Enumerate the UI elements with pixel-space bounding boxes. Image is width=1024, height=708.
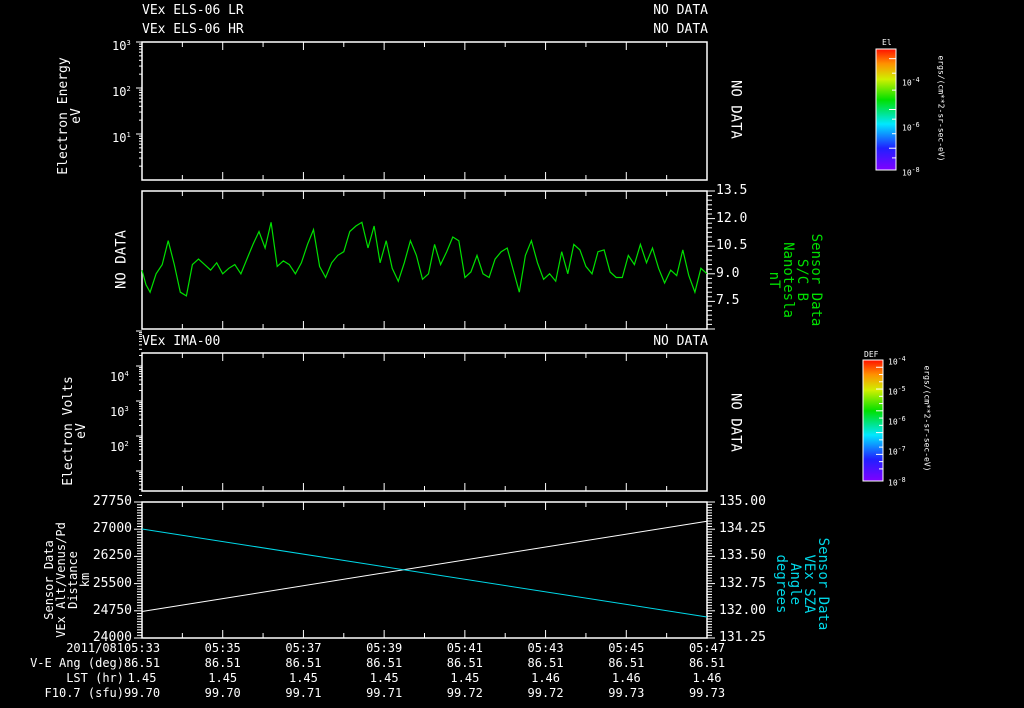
xaxis-row-value: 99.73 [688, 686, 726, 700]
cb2-tick-2: 10-6 [888, 415, 906, 427]
xaxis-row-value: 99.73 [608, 686, 645, 700]
panel1-ytick-10: 101 [112, 131, 131, 145]
panel1-frame [141, 41, 708, 181]
colorbar-el-units: ergs/(cm**2-sr-sec-eV) [936, 55, 946, 162]
xaxis-time-label: 05:37 [285, 641, 322, 655]
xaxis-row-value: 99.72 [446, 686, 483, 700]
panel3-right-status: NO DATA [727, 392, 744, 452]
panel1-yticks [136, 41, 142, 167]
panel4-ytick-right: 135.00 [719, 494, 766, 509]
xaxis-row-value: 1.45 [288, 671, 318, 685]
altitude-line [141, 520, 708, 613]
panel3-ylabel: Electron Volts eV [61, 376, 89, 486]
panel3-title: VEx IMA-00 [142, 334, 221, 349]
panel2-ytick-label: 7.5 [716, 293, 740, 309]
xaxis-row-value: 86.51 [366, 656, 403, 670]
panel4-ytick-right: 134.25 [719, 521, 766, 537]
xaxis-time-label: 05:43 [527, 641, 564, 655]
xaxis-time-label: 05:33 [123, 641, 161, 655]
cb2-tick-1: 10-5 [888, 385, 906, 397]
xaxis-time-label: 05:39 [366, 641, 403, 655]
xaxis-row-value: 86.51 [204, 656, 241, 670]
xaxis-row-value: 86.51 [688, 656, 726, 670]
panel1-status-hr: NO DATA [653, 22, 708, 37]
panel1-right-status: NO DATA [727, 79, 744, 139]
xaxis-row-value: 99.70 [123, 686, 161, 700]
panel3-ytick-10000: 104 [110, 370, 129, 384]
panel3-status: NO DATA [653, 334, 708, 349]
panel2-ylabel-right: Sensor Data S/C B Nanotesla nT [766, 233, 824, 327]
cb1-tick-0: 10-4 [902, 76, 920, 88]
row-label-lst: LST (hr) [66, 671, 124, 685]
xaxis-row-value: 99.72 [527, 686, 564, 700]
xaxis-row-value: 1.45 [369, 671, 399, 685]
xaxis-row-value: 1.46 [611, 671, 641, 685]
xaxis-row-value: 86.51 [285, 656, 322, 670]
xaxis-time-label: 05:45 [608, 641, 645, 655]
sza-line [141, 528, 708, 618]
xaxis-row-value: 1.45 [208, 671, 238, 685]
magnetic-field-line [141, 221, 708, 297]
panel3-frame [141, 352, 708, 492]
panel4-ytick-left: 27000 [92, 521, 132, 537]
cb1-tick-1: 10-6 [902, 121, 920, 133]
panel4-ytick-left: 25500 [92, 575, 132, 591]
panel1-title-lr: VEx ELS-06 LR [142, 3, 244, 18]
colorbar-def-units: ergs/(cm**2-sr-sec-eV) [922, 365, 932, 472]
xaxis-time-label: 05:41 [446, 641, 483, 655]
panel4-ytick-left: 26250 [92, 548, 132, 564]
xaxis-row-value: 99.71 [285, 686, 322, 700]
row-label-ve-ang: V-E Ang (deg) [30, 656, 124, 670]
xaxis-row-value: 1.45 [127, 671, 157, 685]
date-label: 2011/081 [66, 641, 124, 655]
panel1-ytick-1000: 103 [112, 39, 131, 53]
cb2-tick-0: 10-4 [888, 355, 906, 367]
panel4-ytick-left: 24000 [92, 630, 132, 645]
panel4-ylabel-left: Sensor Data VEx Alt/Venus/Pd Distance km [42, 522, 92, 638]
panel2-left-status: NO DATA [113, 230, 130, 290]
xaxis-row-value: 1.46 [692, 671, 722, 685]
panel1-title-hr: VEx ELS-06 HR [142, 22, 244, 37]
xaxis-row-value: 1.45 [450, 671, 480, 685]
panel2-ytick-label: 10.5 [716, 238, 748, 254]
xaxis-row-value: 1.46 [531, 671, 561, 685]
cb1-tick-2: 10-8 [902, 166, 920, 178]
colorbar-def [862, 359, 884, 482]
xaxis-time-label: 05:35 [204, 641, 241, 655]
panel1-ytick-100: 102 [112, 85, 131, 99]
xaxis-row-value: 86.51 [527, 656, 564, 670]
panel4-ylabel-right: Sensor Data VEx SZA Angle degrees [773, 537, 831, 631]
panel4-ytick-left: 27750 [92, 494, 132, 509]
panel4-ytick-right: 132.00 [719, 602, 766, 618]
panel2-ytick-label: 13.5 [716, 183, 748, 198]
panel4-ytick-right: 133.50 [719, 548, 766, 564]
panel4-ytick-left: 24750 [92, 602, 132, 618]
xaxis-row-value: 86.51 [446, 656, 483, 670]
panel1-ylabel: Electron Energy eV [56, 57, 84, 175]
panel2-ytick-label: 12.0 [716, 210, 748, 226]
row-label-f107: F10.7 (sfu) [44, 686, 124, 700]
panel4-frame [141, 501, 708, 639]
panel1-xticks [181, 42, 668, 180]
panel4-ytick-right: 132.75 [719, 575, 766, 591]
colorbar-el-title: El [882, 38, 892, 47]
xaxis-time-label: 05:47 [688, 641, 726, 655]
xaxis-row-value: 86.51 [608, 656, 645, 670]
panel3-ytick-100: 102 [110, 440, 129, 454]
xaxis-row-value: 99.70 [204, 686, 241, 700]
cb2-tick-4: 10-8 [888, 476, 906, 488]
panel3-ytick-1000: 103 [110, 405, 129, 419]
colorbar-def-title: DEF [864, 350, 879, 359]
panel2-frame [141, 190, 708, 330]
cb2-tick-3: 10-7 [888, 445, 906, 457]
panel2-ytick-label: 9.0 [716, 265, 740, 281]
xaxis-row-value: 99.71 [366, 686, 403, 700]
panel1-status-lr: NO DATA [653, 3, 708, 18]
panel4-ytick-right: 131.25 [719, 630, 766, 645]
xaxis-row-value: 86.51 [123, 656, 161, 670]
